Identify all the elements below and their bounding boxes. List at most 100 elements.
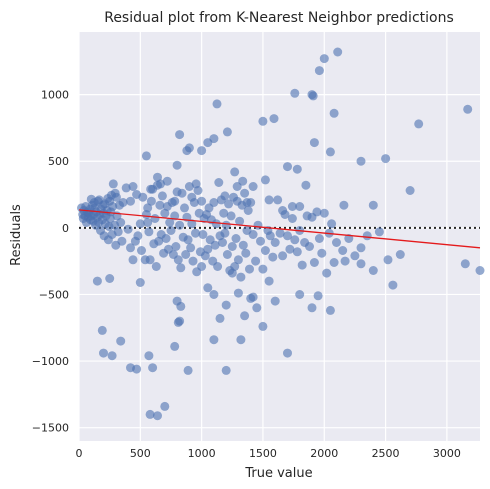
data-point	[187, 192, 197, 202]
data-point	[145, 409, 155, 419]
data-point	[143, 203, 153, 213]
data-point	[176, 263, 186, 273]
data-point	[220, 228, 230, 238]
data-point	[368, 200, 378, 210]
data-point	[368, 266, 378, 275]
data-point	[308, 91, 318, 101]
data-point	[287, 214, 297, 223]
x-tick-label: 2500	[372, 447, 400, 460]
data-point	[258, 264, 268, 274]
data-point	[173, 255, 183, 265]
data-point	[297, 260, 307, 270]
data-point	[253, 220, 263, 230]
data-point	[333, 47, 343, 57]
data-point	[383, 255, 393, 265]
data-point	[166, 226, 176, 235]
data-point	[214, 178, 224, 187]
data-point	[309, 138, 319, 148]
data-point	[258, 321, 268, 331]
data-point	[117, 236, 127, 246]
data-point	[235, 216, 245, 226]
data-point	[475, 266, 485, 275]
x-axis-label: True value	[244, 466, 312, 481]
data-point	[156, 179, 165, 189]
data-point	[180, 203, 189, 213]
data-point	[317, 248, 327, 258]
data-point	[121, 183, 131, 193]
data-point	[240, 188, 250, 198]
data-point	[197, 262, 207, 271]
data-point	[332, 238, 341, 247]
data-point	[145, 255, 155, 265]
data-point	[144, 227, 154, 237]
data-point	[256, 236, 265, 246]
data-point	[116, 336, 126, 346]
data-point	[148, 363, 158, 373]
data-point	[221, 300, 231, 310]
data-point	[221, 220, 231, 230]
data-point	[242, 198, 252, 207]
data-point	[153, 172, 162, 182]
data-point	[243, 206, 253, 215]
data-point	[233, 288, 243, 298]
data-point	[340, 256, 350, 266]
data-point	[197, 196, 207, 206]
data-point	[150, 214, 160, 223]
data-point	[113, 227, 123, 237]
y-tick-label: −500	[39, 288, 69, 301]
data-point	[209, 198, 219, 207]
data-point	[176, 301, 186, 311]
data-point	[307, 303, 317, 313]
data-point	[339, 200, 349, 210]
data-point	[160, 401, 170, 411]
data-point	[161, 234, 171, 243]
data-point	[236, 335, 246, 345]
x-tick-label: 0	[76, 447, 83, 460]
data-point	[203, 244, 213, 254]
data-point	[219, 208, 229, 218]
data-point	[414, 119, 424, 129]
y-axis-label: Residuals	[9, 204, 24, 266]
data-point	[295, 290, 305, 299]
data-point	[175, 220, 185, 230]
data-point	[325, 305, 335, 315]
data-point	[183, 235, 193, 245]
data-point	[275, 228, 285, 238]
data-point	[327, 219, 337, 229]
scatter-points	[77, 47, 485, 421]
data-point	[157, 191, 167, 201]
data-point	[260, 175, 270, 185]
data-point	[172, 160, 182, 170]
data-point	[285, 244, 295, 254]
data-point	[227, 268, 237, 278]
data-point	[137, 246, 146, 255]
data-point	[143, 218, 153, 227]
data-point	[309, 258, 319, 267]
data-point	[290, 235, 300, 245]
data-point	[314, 234, 324, 243]
trend-layer	[78, 209, 481, 249]
y-tick-label: −1000	[32, 355, 69, 368]
data-point	[248, 230, 258, 239]
data-point	[151, 262, 161, 271]
data-point	[218, 238, 227, 247]
data-point	[123, 224, 133, 234]
data-point	[356, 259, 366, 269]
data-point	[132, 364, 142, 374]
data-point	[94, 195, 104, 205]
data-point	[463, 104, 473, 114]
data-point	[181, 250, 191, 259]
data-point	[265, 231, 275, 241]
data-point	[130, 236, 140, 246]
data-point	[198, 230, 208, 239]
data-point	[135, 219, 145, 229]
data-point	[191, 179, 201, 189]
data-point	[319, 208, 329, 218]
x-tick-label: 500	[130, 447, 151, 460]
data-point	[222, 250, 232, 259]
x-tick-labels: 0 500 1000 1500 2000 2500 3000	[76, 447, 461, 460]
data-point	[153, 411, 162, 421]
data-point	[292, 247, 302, 257]
data-point	[170, 341, 180, 351]
data-point	[232, 196, 242, 206]
